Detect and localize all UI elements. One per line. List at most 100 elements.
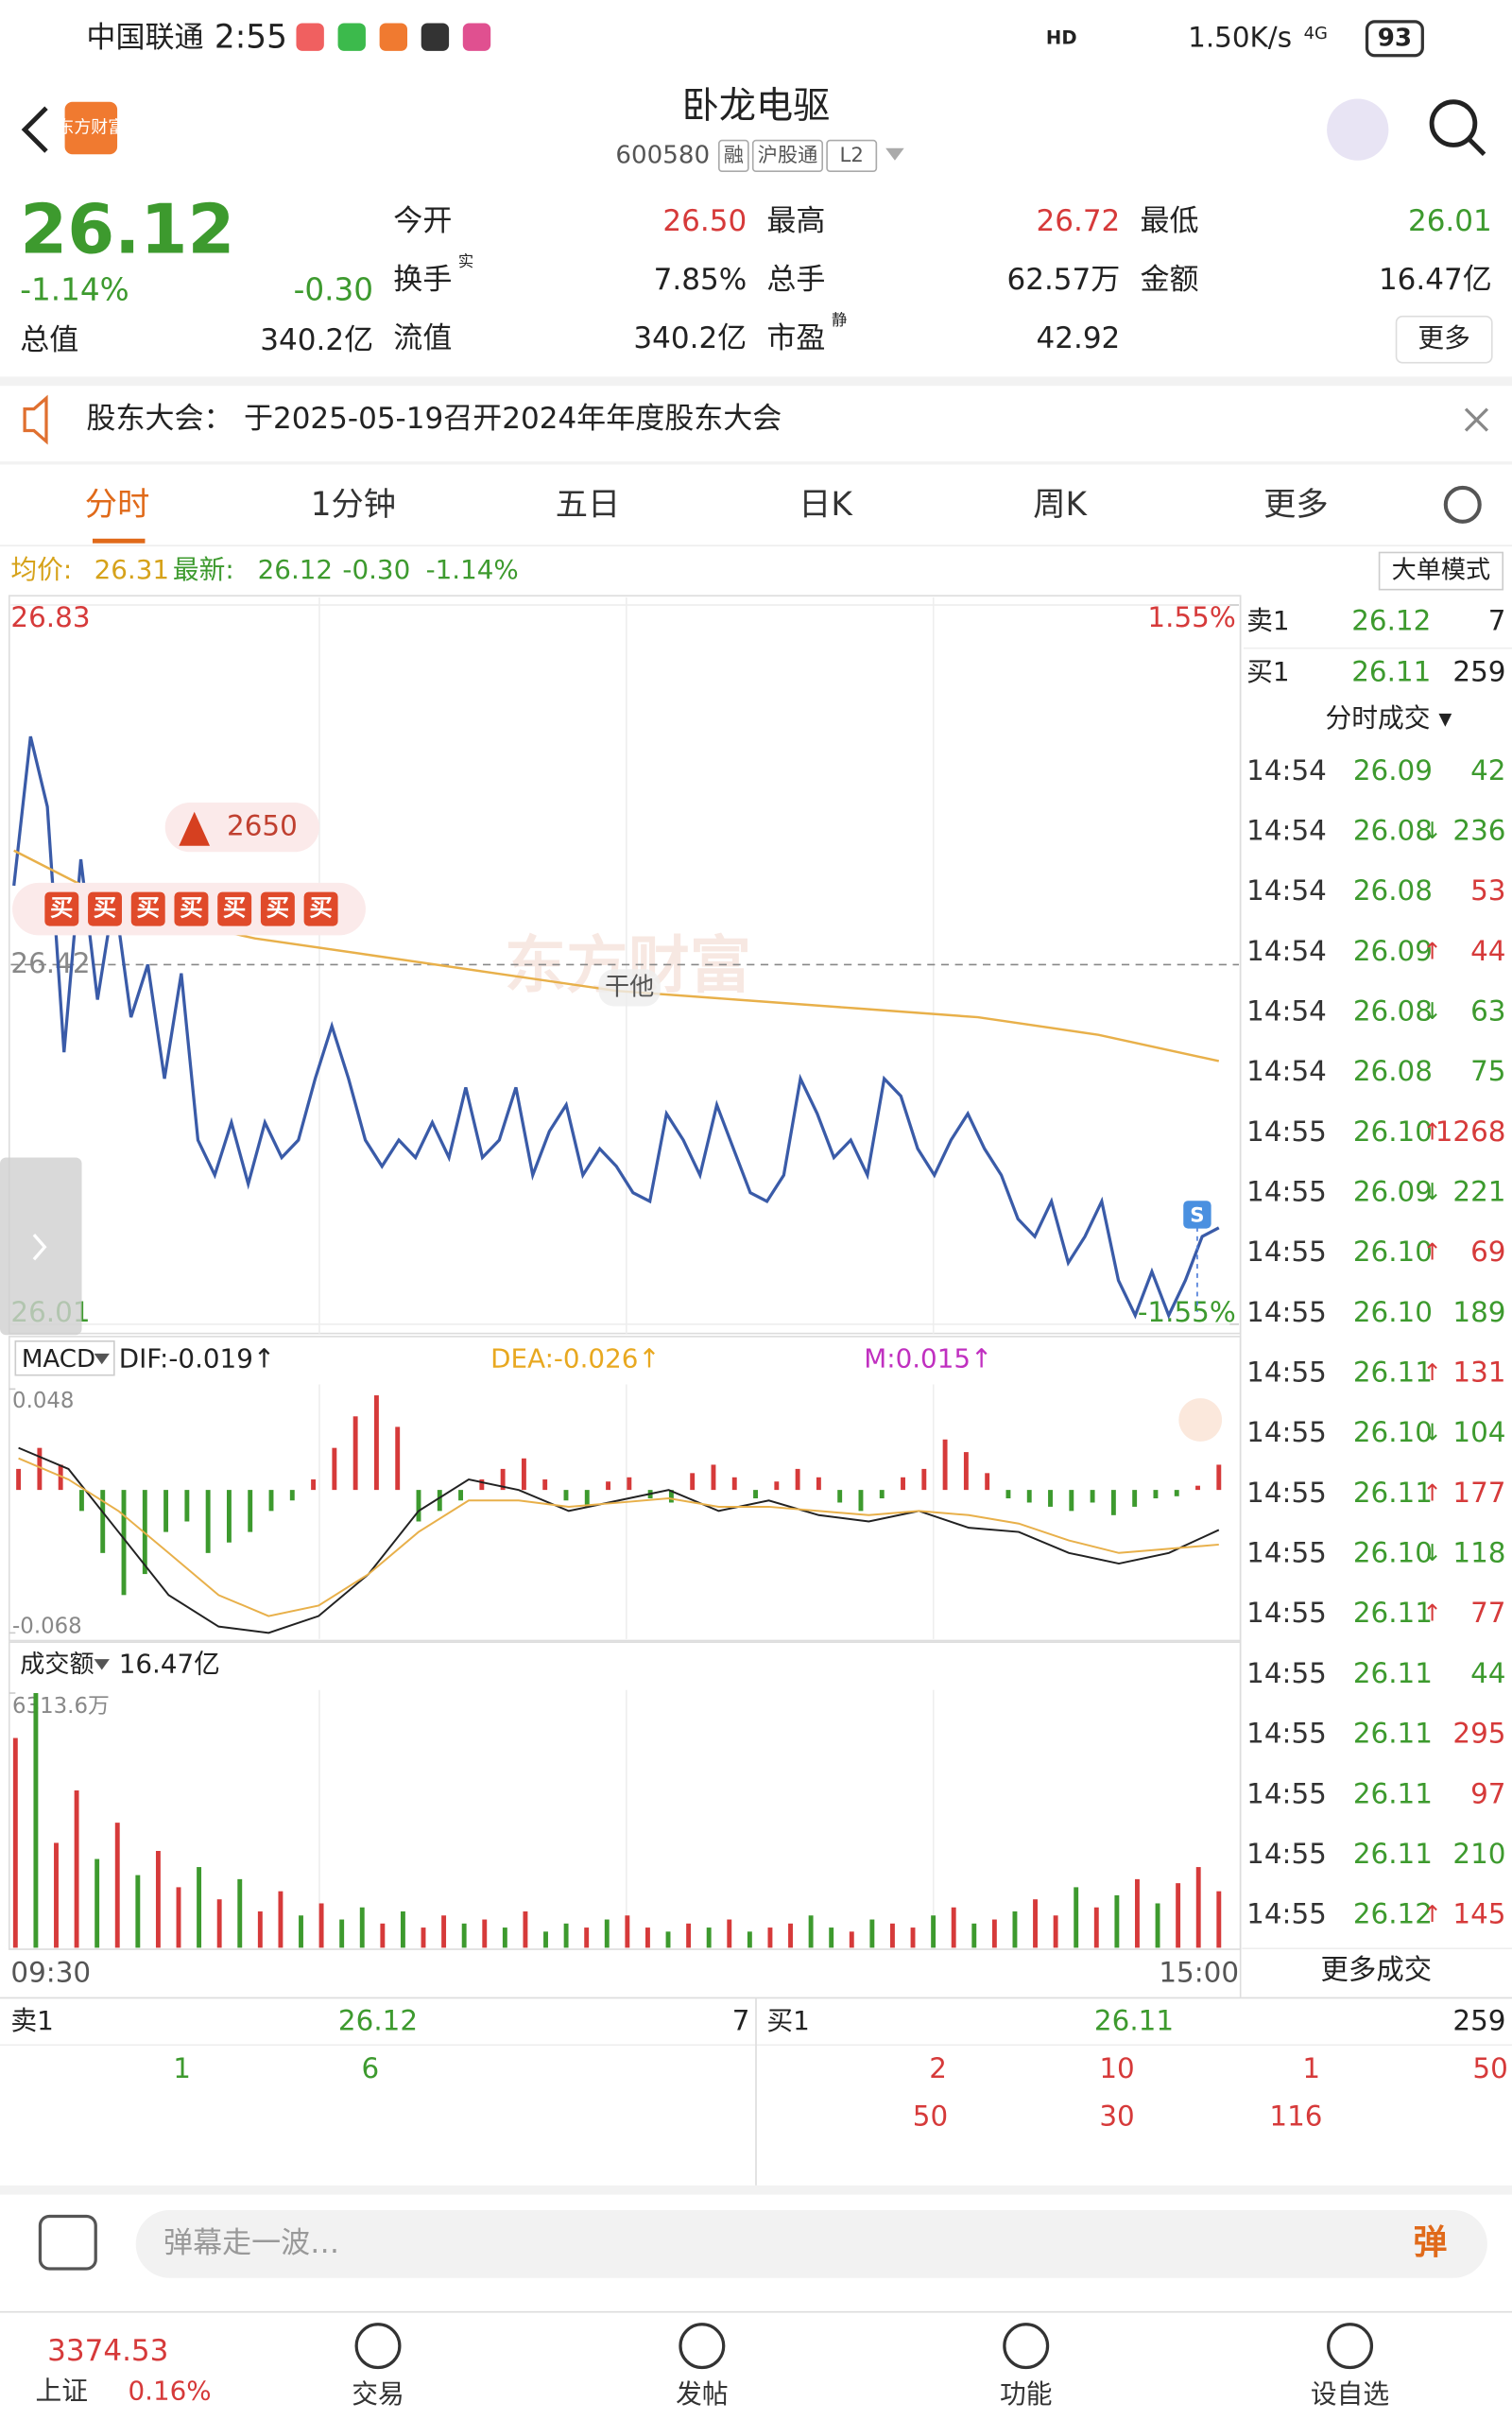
label: 14:55 [1246, 1357, 1327, 1389]
label: ↑ [1422, 1599, 1442, 1627]
label[interactable]: MACD [22, 1345, 95, 1374]
label: 14:55 [1246, 1898, 1327, 1930]
macd-bar [373, 1395, 379, 1491]
volume-bar [1155, 1903, 1160, 1948]
label: 均价: [10, 554, 72, 585]
label: L2 [840, 144, 864, 167]
buy-mark [260, 891, 295, 926]
close-button[interactable] [1464, 407, 1489, 432]
label: 189 [1452, 1296, 1505, 1328]
label: 259 [1452, 655, 1505, 687]
buy-mark [174, 891, 209, 926]
label: 26.12 [258, 554, 333, 585]
macd-bar [352, 1416, 358, 1491]
back-button[interactable] [21, 106, 48, 153]
label[interactable]: 分时 [85, 486, 150, 524]
macd-bar [289, 1490, 295, 1501]
volume-bar [197, 1867, 202, 1948]
label: 14:55 [1246, 1416, 1327, 1448]
label: 42 [1470, 754, 1505, 786]
label: 买 [50, 894, 73, 922]
label: 340.2亿 [633, 321, 747, 355]
side-tab-arrow[interactable] [32, 1234, 47, 1261]
buy-mark [217, 891, 252, 926]
macd-bar [795, 1468, 800, 1491]
label: 30 [1099, 2100, 1134, 2133]
label[interactable]: 更多成交 [1321, 1953, 1433, 1985]
nav-item[interactable]: 设自选 [1311, 2378, 1389, 2410]
label: 177 [1452, 1477, 1505, 1509]
label[interactable]: 弹 [1414, 2223, 1448, 2262]
label: 340.2亿 [260, 323, 373, 357]
label: -0.30 [294, 272, 373, 308]
volume-bar [155, 1851, 161, 1948]
volume-bar [686, 1923, 692, 1948]
label: 买 [309, 894, 332, 922]
tag-box [826, 139, 878, 173]
divider [0, 1996, 1512, 1999]
label[interactable]: 3374.53 [47, 2334, 168, 2368]
label[interactable]: 成交额 [20, 1651, 94, 1679]
label: ↓ [1422, 1178, 1442, 1205]
volume-bar [278, 1891, 284, 1948]
label: 6 [361, 2052, 379, 2084]
expand-button[interactable] [1178, 1398, 1223, 1442]
label[interactable]: 分时成交 ▾ [1326, 702, 1452, 734]
label: 沪股通 [758, 144, 818, 167]
volume-bar [665, 1931, 671, 1948]
label[interactable]: 弹幕走一波… [163, 2226, 339, 2260]
label: 14:55 [1246, 1296, 1327, 1328]
robot-avatar[interactable] [1327, 98, 1389, 161]
macd-bar [311, 1479, 317, 1491]
label: 东方财富 [57, 118, 125, 138]
volume-bar [359, 1907, 365, 1948]
label: ↓ [1422, 1419, 1442, 1446]
volume-bar [1012, 1911, 1018, 1948]
nav-item[interactable]: 功能 [1000, 2378, 1053, 2410]
macd-bar [627, 1477, 632, 1491]
label: 50 [913, 2100, 948, 2133]
label[interactable]: 更多 [1263, 486, 1329, 524]
label: 221 [1452, 1176, 1505, 1208]
label: 16.47亿 [1379, 263, 1492, 297]
search-button[interactable] [1429, 99, 1478, 147]
label: 26.08 [1353, 874, 1433, 907]
label[interactable]: 日K [799, 486, 853, 524]
label[interactable]: 1分钟 [311, 486, 396, 524]
label: 26.12 [1351, 604, 1431, 636]
volume-bar [1114, 1894, 1120, 1948]
label: 259 [1452, 2004, 1505, 2036]
label: 118 [1452, 1537, 1505, 1569]
label: 295 [1452, 1718, 1505, 1750]
label: 14:55 [1246, 1236, 1327, 1268]
logo-box [64, 101, 118, 155]
label: 26.08 [1353, 1055, 1433, 1087]
label[interactable]: 大单模式 [1392, 557, 1490, 585]
label: 26.11 [1353, 1777, 1433, 1809]
label: 2 [929, 2052, 947, 2084]
macd-bar [184, 1490, 190, 1522]
label[interactable]: 五日 [556, 486, 621, 524]
macd-bar [1026, 1490, 1032, 1503]
label: 63 [1470, 995, 1505, 1028]
volume-bar [808, 1915, 814, 1948]
label[interactable]: 周K [1033, 486, 1088, 524]
label[interactable]: 更多 [1418, 322, 1470, 354]
label: 买 [266, 894, 289, 922]
dropdown[interactable] [885, 147, 904, 161]
y-tick-label: 6313.6万 [12, 1694, 110, 1719]
macd-bar [16, 1468, 22, 1491]
label: ↓ [1422, 1539, 1442, 1566]
nav-item[interactable]: 发帖 [676, 2378, 729, 2410]
tab-underline [92, 538, 146, 544]
nav-item[interactable]: 交易 [352, 2378, 404, 2410]
volume-bar [727, 1919, 732, 1948]
volume-bar [951, 1907, 956, 1948]
macd-line [18, 1457, 1219, 1617]
label: S [1190, 1204, 1204, 1228]
label: 14:55 [1246, 1657, 1327, 1689]
macd-bar [606, 1481, 611, 1491]
settings-button[interactable] [1443, 485, 1482, 524]
y-tick-label: -0.068 [12, 1614, 82, 1638]
